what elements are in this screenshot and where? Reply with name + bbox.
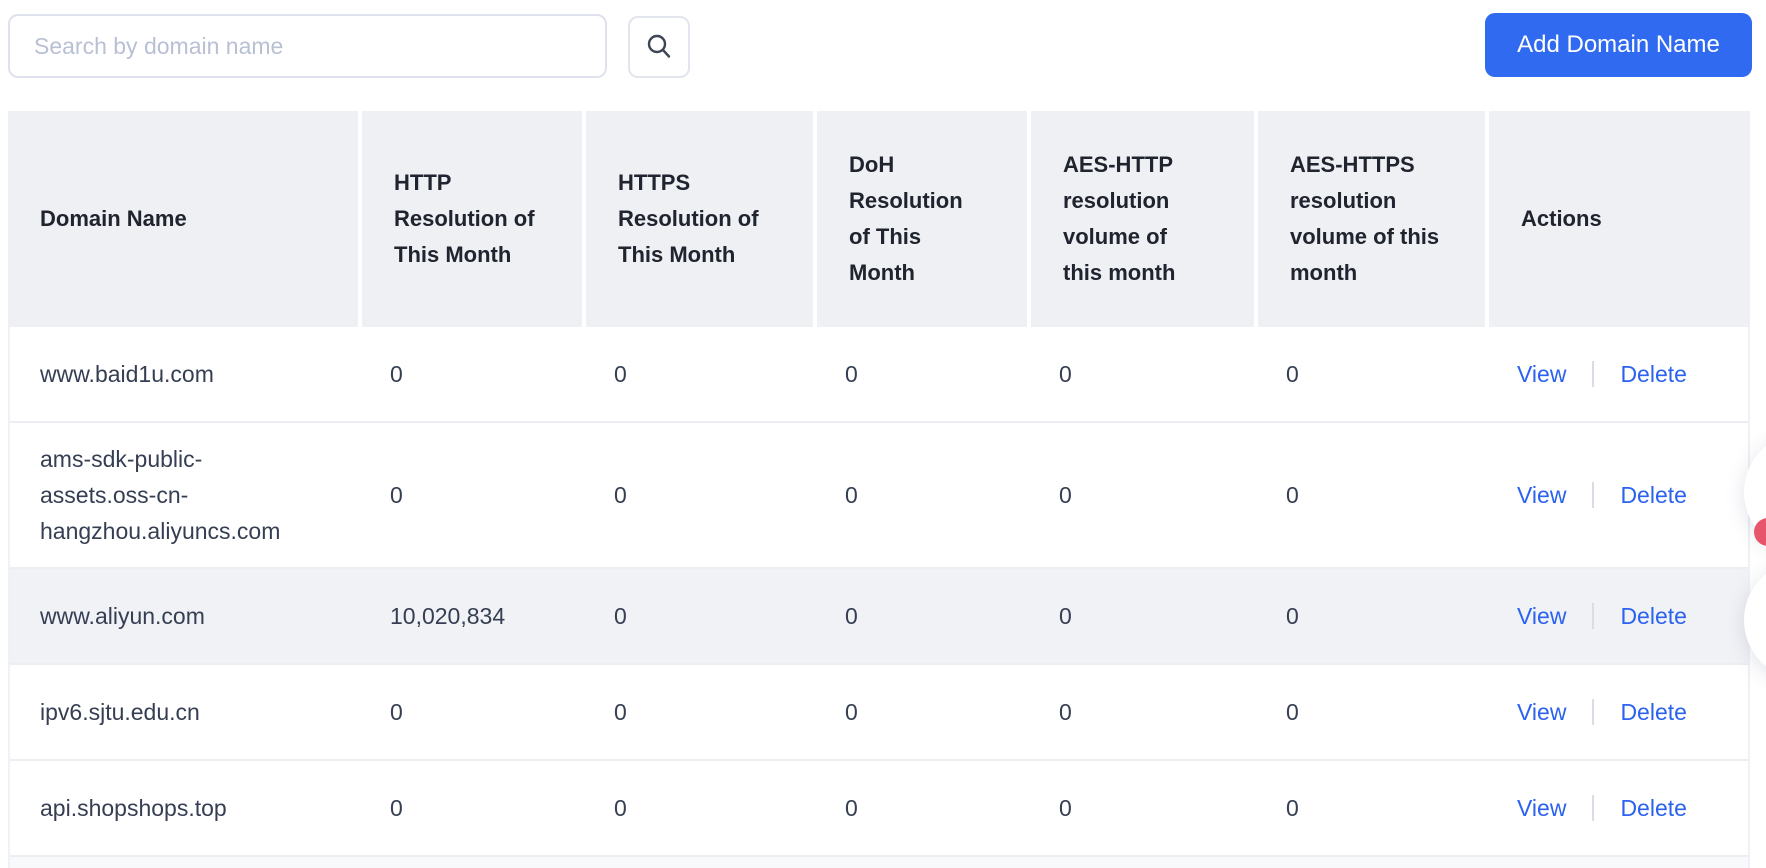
delete-link[interactable]: Delete bbox=[1620, 482, 1687, 508]
metric-cell: 0 bbox=[1059, 699, 1072, 725]
domain-table: Domain Name HTTP Resolution of This Month… bbox=[8, 111, 1750, 868]
metric-cell: 0 bbox=[1286, 361, 1299, 387]
view-link[interactable]: View bbox=[1517, 482, 1567, 508]
table-row: www.aliyun.com 10,020,834 0 0 0 0 View D… bbox=[8, 569, 1750, 665]
delete-link[interactable]: Delete bbox=[1620, 699, 1687, 725]
metric-cell: 0 bbox=[390, 482, 403, 508]
action-divider bbox=[1592, 482, 1595, 508]
column-header-https-resolution-of-this-month: HTTPS Resolution of This Month bbox=[582, 111, 813, 327]
metric-cell: 0 bbox=[614, 482, 627, 508]
column-header-domain-name: Domain Name bbox=[40, 206, 187, 231]
column-header-aes-https-resolution-volume-of-this-month: AES-HTTPS resolution volume of this mont… bbox=[1254, 111, 1485, 327]
metric-cell: 0 bbox=[845, 361, 858, 387]
metric-cell: 0 bbox=[845, 795, 858, 821]
search-input[interactable] bbox=[8, 14, 607, 78]
column-header-aes-http-resolution-volume-of-this-month: AES-HTTP resolution volume of this month bbox=[1027, 111, 1254, 327]
metric-cell: 0 bbox=[1286, 699, 1299, 725]
actions-cell: View Delete bbox=[1485, 580, 1750, 652]
actions-cell: View Delete bbox=[1485, 459, 1750, 531]
notification-dot[interactable] bbox=[1754, 518, 1766, 546]
domain-cell: ipv6.sjtu.edu.cn bbox=[40, 699, 200, 725]
view-link[interactable]: View bbox=[1517, 699, 1567, 725]
metric-cell: 0 bbox=[1286, 603, 1299, 629]
search-icon bbox=[644, 32, 674, 62]
domain-cell: api.shopshops.top bbox=[40, 795, 227, 821]
metric-cell: 0 bbox=[614, 361, 627, 387]
search-button[interactable] bbox=[628, 16, 690, 78]
view-link[interactable]: View bbox=[1517, 603, 1567, 629]
add-domain-button[interactable]: Add Domain Name bbox=[1485, 13, 1752, 77]
metric-cell: 0 bbox=[845, 482, 858, 508]
domain-cell: www.baid1u.com bbox=[40, 361, 214, 387]
table-row: www.baid1u.com 0 0 0 0 0 View Delete bbox=[8, 327, 1750, 423]
domain-cell: ams-sdk-public-assets.oss-cn-hangzhou.al… bbox=[40, 446, 281, 544]
column-header-http-resolution-of-this-month: HTTP Resolution of This Month bbox=[358, 111, 582, 327]
view-link[interactable]: View bbox=[1517, 361, 1567, 387]
metric-cell: 0 bbox=[390, 795, 403, 821]
metric-cell: 0 bbox=[614, 795, 627, 821]
delete-link[interactable]: Delete bbox=[1620, 603, 1687, 629]
domain-cell: www.aliyun.com bbox=[40, 603, 205, 629]
metric-cell: 0 bbox=[845, 699, 858, 725]
actions-cell: View Delete bbox=[1485, 338, 1750, 410]
metric-cell: 0 bbox=[1059, 603, 1072, 629]
table-row: ipv6.sjtu.edu.cn 0 0 0 0 0 View Delete bbox=[8, 665, 1750, 761]
view-link[interactable]: View bbox=[1517, 795, 1567, 821]
next-row-partial bbox=[8, 857, 1750, 868]
actions-cell: View Delete bbox=[1485, 676, 1750, 748]
action-divider bbox=[1592, 699, 1595, 725]
metric-cell: 0 bbox=[390, 361, 403, 387]
column-header-actions: Actions bbox=[1485, 111, 1750, 327]
table-header: Domain Name HTTP Resolution of This Month… bbox=[8, 111, 1750, 327]
metric-cell: 0 bbox=[845, 603, 858, 629]
metric-cell: 0 bbox=[1059, 795, 1072, 821]
table-row: ams-sdk-public-assets.oss-cn-hangzhou.al… bbox=[8, 423, 1750, 569]
action-divider bbox=[1592, 603, 1595, 629]
metric-cell: 0 bbox=[1059, 482, 1072, 508]
column-header-doh-resolution-of-this-month: DoH Resolution of This Month bbox=[813, 111, 1027, 327]
table-row: api.shopshops.top 0 0 0 0 0 View Delete bbox=[8, 761, 1750, 857]
metric-cell: 0 bbox=[390, 699, 403, 725]
metric-cell: 0 bbox=[1286, 795, 1299, 821]
table-body: www.baid1u.com 0 0 0 0 0 View Delete ams… bbox=[8, 327, 1750, 857]
metric-cell: 0 bbox=[1059, 361, 1072, 387]
delete-link[interactable]: Delete bbox=[1620, 361, 1687, 387]
action-divider bbox=[1592, 795, 1595, 821]
metric-cell: 10,020,834 bbox=[390, 603, 506, 629]
metric-cell: 0 bbox=[614, 699, 627, 725]
action-divider bbox=[1592, 361, 1595, 387]
metric-cell: 0 bbox=[1286, 482, 1299, 508]
actions-cell: View Delete bbox=[1485, 772, 1750, 844]
delete-link[interactable]: Delete bbox=[1620, 795, 1687, 821]
metric-cell: 0 bbox=[614, 603, 627, 629]
